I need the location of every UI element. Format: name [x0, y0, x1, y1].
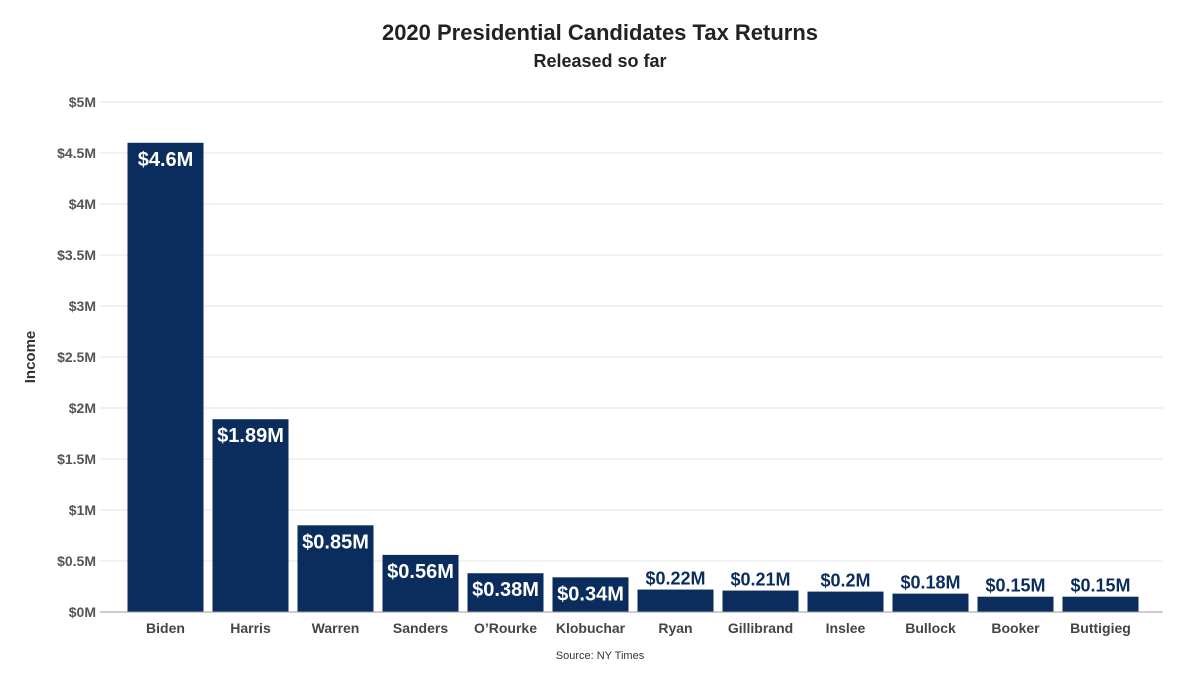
x-tick-label: Inslee [826, 620, 866, 636]
data-label: $0.38M [472, 579, 539, 601]
data-label: $1.89M [217, 425, 284, 447]
data-labels: $4.6M $1.89M $0.85M $0.56M $0.38M $0.34M $0.22… [138, 149, 1131, 606]
source-note: Source: NY Times [555, 650, 645, 662]
x-tick-label: Buttigieg [1070, 620, 1131, 636]
y-tick-label: $2M [69, 400, 96, 416]
bar [807, 591, 884, 612]
data-label: $0.15M [985, 576, 1045, 596]
bar [467, 573, 544, 612]
bar [297, 525, 374, 612]
y-tick-label: $5M [69, 94, 96, 110]
y-tick-label: $1.5M [57, 451, 96, 467]
bar [977, 596, 1054, 612]
data-label: $0.2M [820, 571, 870, 591]
bars [127, 142, 1139, 613]
y-tick-label: $0M [69, 604, 96, 620]
chart-title: 2020 Presidential Candidates Tax Returns [381, 20, 819, 45]
bar [1062, 596, 1139, 612]
data-label: $0.18M [900, 573, 960, 593]
x-tick-label: Ryan [658, 620, 692, 636]
x-tick-label: Sanders [393, 620, 448, 636]
data-label: $0.22M [645, 569, 705, 589]
bar [722, 590, 799, 612]
bar [212, 419, 289, 612]
x-tick-label: Harris [230, 620, 271, 636]
x-axis-ticks: Biden Harris Warren Sanders O’Rourke Klobucha… [146, 620, 1131, 636]
x-tick-label: Klobuchar [556, 620, 626, 636]
data-label: $0.15M [1070, 576, 1130, 596]
y-tick-label: $3.5M [57, 247, 96, 263]
y-tick-label: $4M [69, 196, 96, 212]
x-tick-label: Biden [146, 620, 185, 636]
data-label: $0.34M [557, 583, 624, 605]
data-label: $4.6M [138, 149, 194, 171]
y-tick-label: $2.5M [57, 349, 96, 365]
y-tick-label: $0.5M [57, 553, 96, 569]
data-label: $0.85M [302, 531, 369, 553]
x-tick-label: O’Rourke [474, 620, 537, 636]
x-tick-label: Booker [991, 620, 1040, 636]
y-tick-label: $1M [69, 502, 96, 518]
gridlines [100, 101, 1163, 562]
bar [892, 593, 969, 612]
x-tick-label: Warren [312, 620, 360, 636]
bar [382, 554, 459, 612]
y-tick-label: $4.5M [57, 145, 96, 161]
y-axis-label: Income [22, 331, 39, 384]
bar [637, 589, 714, 612]
data-label: $0.21M [730, 570, 790, 590]
y-tick-label: $3M [69, 298, 96, 314]
bar [127, 142, 204, 613]
bar [552, 577, 629, 612]
x-tick-label: Bullock [905, 620, 956, 636]
chart-subtitle: Released so far [533, 51, 667, 71]
y-axis-ticks: $0M $0.5M $1M $1.5M $2M $2.5M $3M $3.5M $4M $4.5M… [57, 94, 96, 620]
data-label: $0.56M [387, 561, 454, 583]
x-tick-label: Gillibrand [728, 620, 793, 636]
